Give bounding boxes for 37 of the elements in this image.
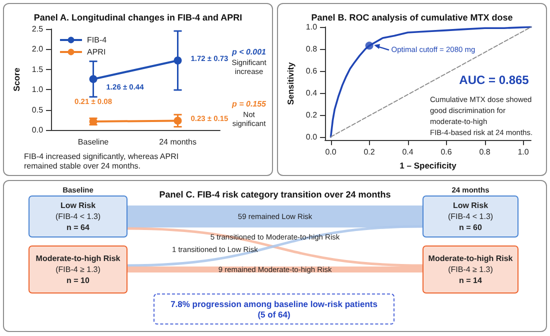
y-tick-label: 1.0 (32, 85, 44, 94)
text: p = 0.155 (230, 100, 267, 108)
y-tick-label: 1.0 (306, 22, 318, 32)
y-axis-title: Score (12, 67, 22, 92)
y-tick-label: 2.0 (32, 44, 44, 54)
legend-label: APRI (87, 48, 106, 56)
y-tick-label: 0.4 (306, 88, 318, 98)
legend-label: FIB-4 (87, 36, 108, 44)
chart-title: Panel B. ROC analysis of cumulative MTX dose (311, 12, 513, 22)
x-tick-label: 0.0 (325, 148, 337, 157)
x-axis-title: 1 – Specificity (400, 160, 457, 170)
annotation: AUC = 0.865 (459, 73, 530, 87)
x-tick-label: 1.0 (518, 148, 530, 157)
y-tick-label: 0.0 (32, 126, 44, 134)
text: p < 0.001 (230, 48, 267, 56)
text: Panel C. FIB-4 risk category transition over 24 months (159, 190, 391, 200)
y-tick-label: 1.5 (32, 64, 44, 74)
y-tick-label: 0.8 (306, 44, 318, 54)
y-axis-title: Sensitivity (286, 62, 296, 105)
category-label: Low Risk (FIB-4 < 1.3) n = 64 (55, 201, 101, 232)
x-tick-label: 0.6 (440, 148, 452, 157)
category-label: Low Risk (FIB-4 < 1.3) n = 60 (448, 201, 494, 232)
y-tick-label: 0.2 (306, 110, 318, 120)
y-tick-label: 0.6 (306, 66, 318, 76)
point (89, 75, 98, 84)
x-tick-label: 0.4 (402, 148, 414, 157)
y-tick-label: 2.5 (32, 24, 44, 34)
category-label: Moderate-to-high Risk (FIB-4 ≥ 1.3) n = 10 (36, 254, 120, 285)
point (174, 116, 182, 125)
x-tick-label: 0.8 (479, 148, 491, 157)
text: 7.8% progression among baseline low-risk patients (5 of 64) (170, 298, 378, 320)
text: FIB-4 increased significantly, whereas APRI remained stable over 24 months. (24, 152, 179, 170)
y-tick-label: 0.5 (32, 105, 44, 114)
category-label: Moderate-to-high Risk (FIB-4 ≥ 1.3) n = 14 (428, 254, 513, 285)
point (174, 56, 182, 65)
x-tick-label: 0.2 (364, 148, 376, 157)
chart-title: Panel A. Longitudinal changes in FIB-4 and APRI (34, 12, 242, 22)
